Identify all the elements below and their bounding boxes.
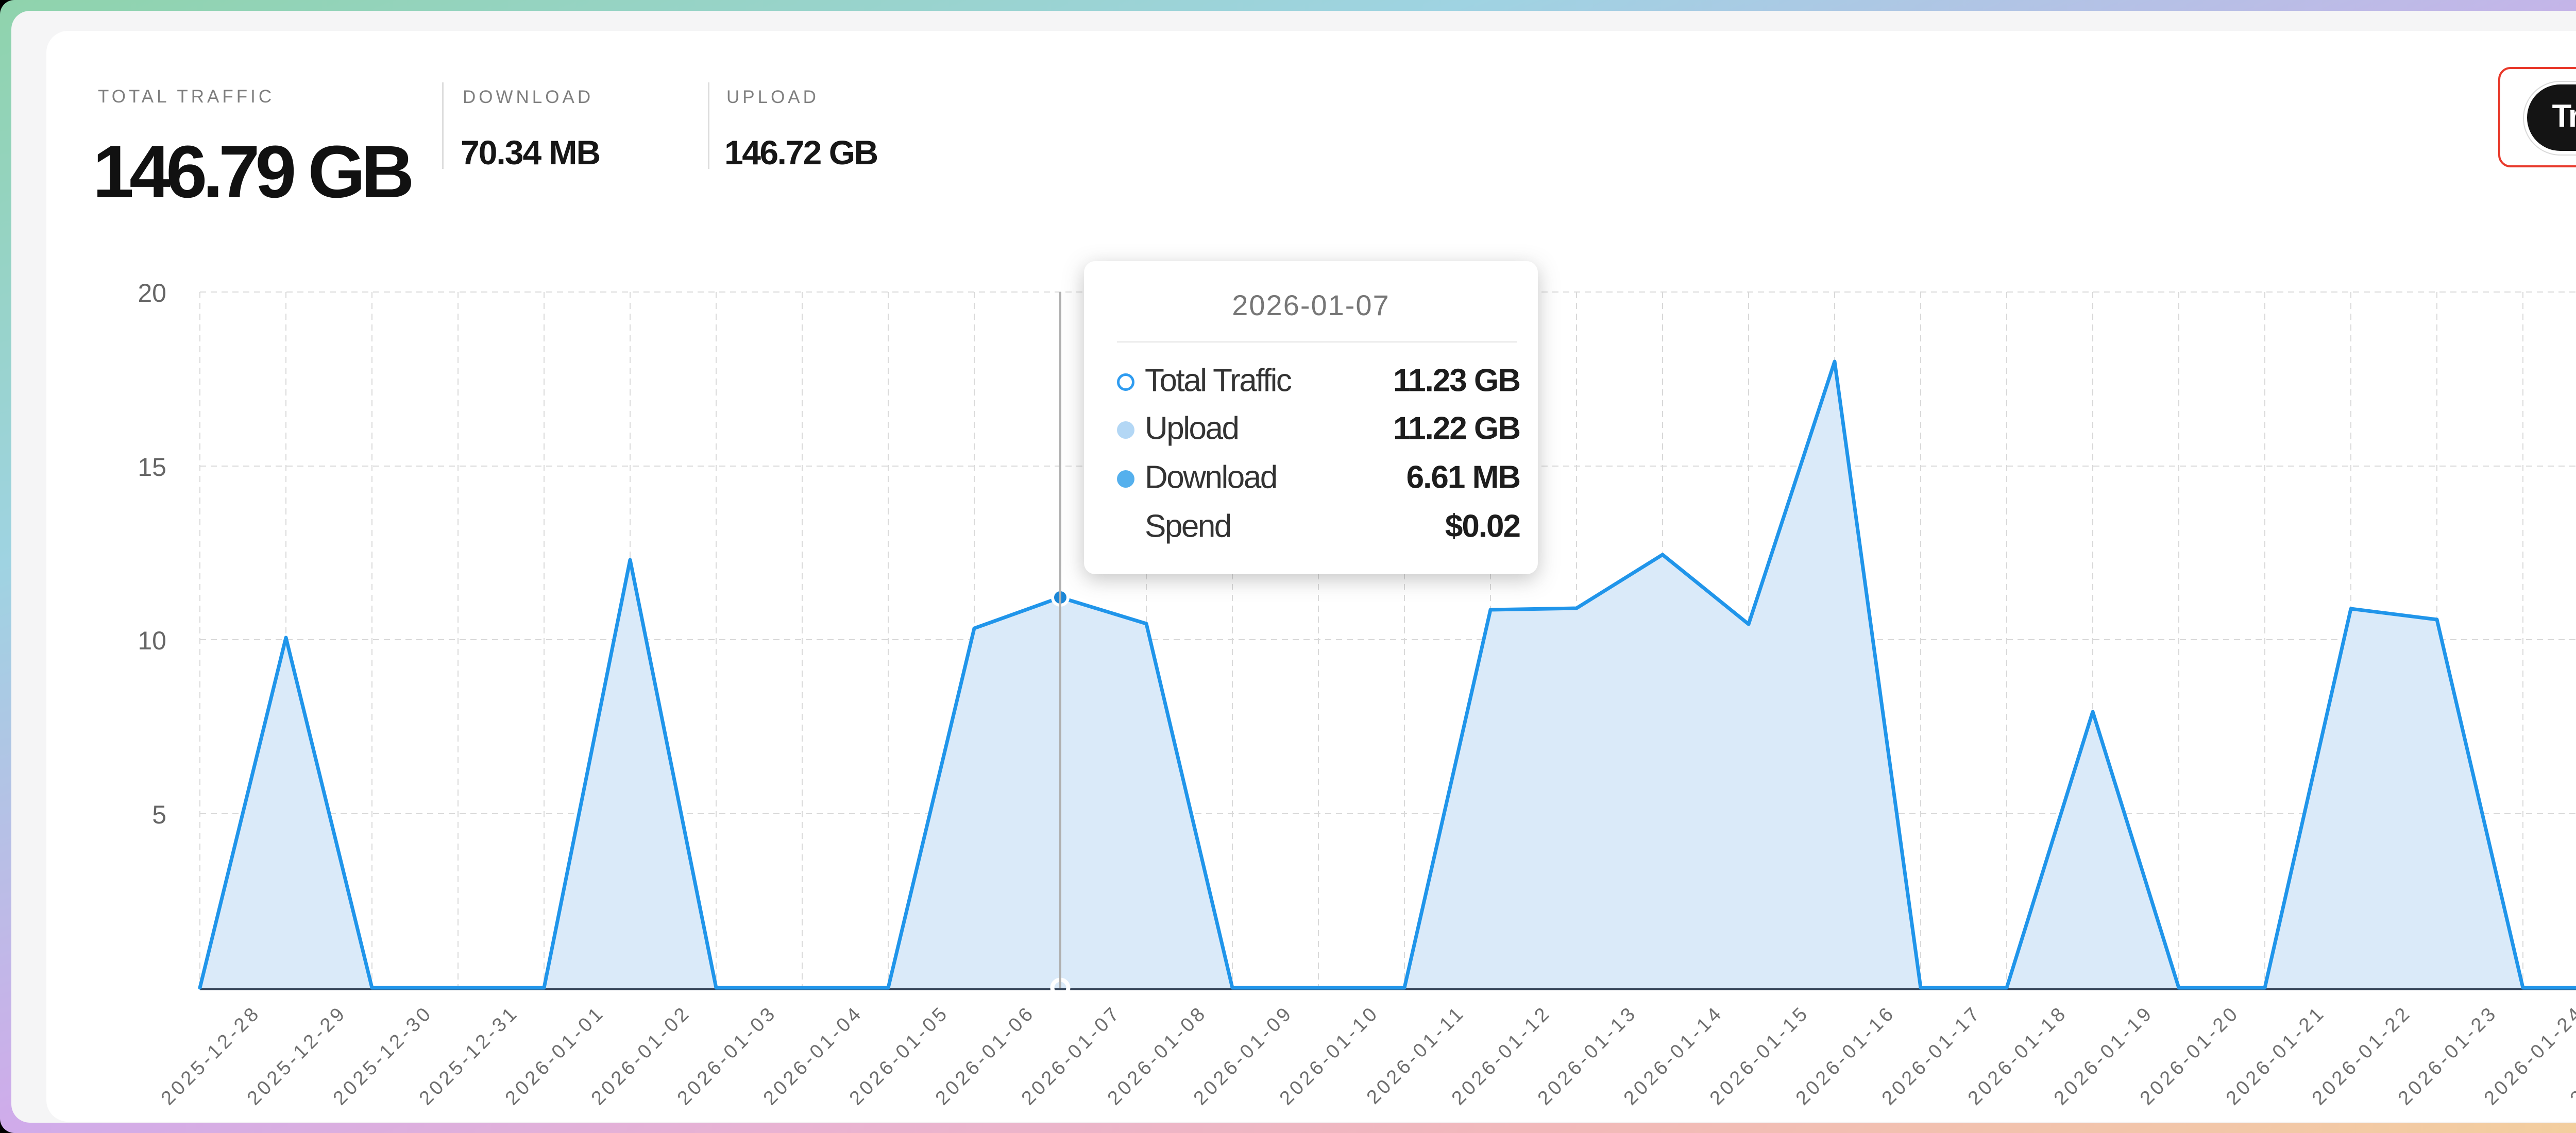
svg-text:20: 20: [138, 279, 166, 307]
svg-text:5: 5: [152, 800, 166, 829]
svg-text:15: 15: [138, 453, 166, 482]
svg-text:10: 10: [138, 626, 166, 655]
